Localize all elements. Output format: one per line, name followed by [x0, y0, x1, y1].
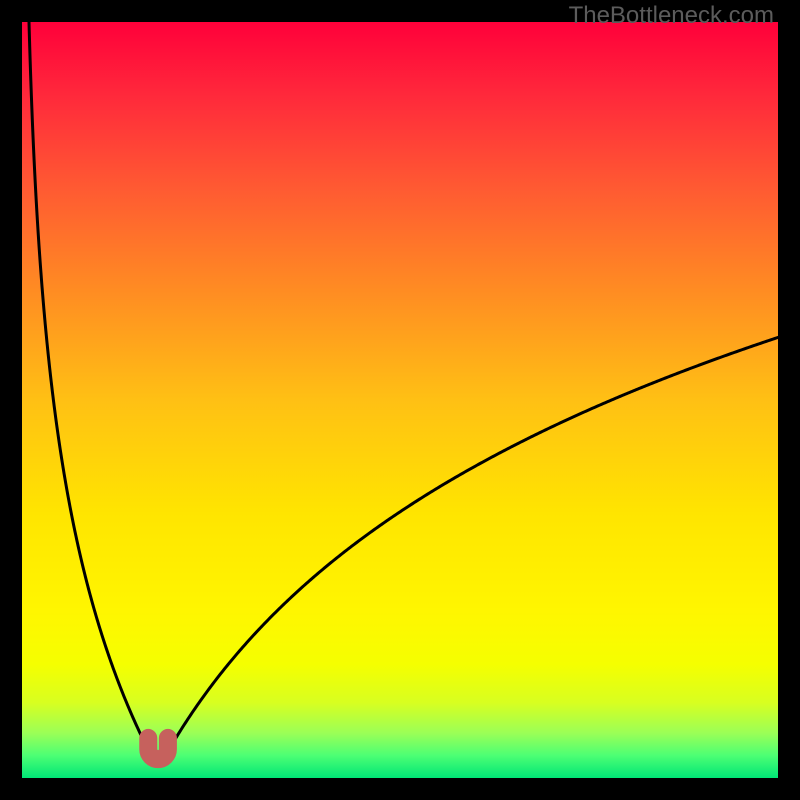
gradient-background — [22, 22, 778, 778]
chart-svg — [22, 22, 778, 778]
chart-frame: TheBottleneck.com — [0, 0, 800, 800]
watermark-text: TheBottleneck.com — [569, 2, 774, 30]
plot-area — [22, 22, 778, 778]
